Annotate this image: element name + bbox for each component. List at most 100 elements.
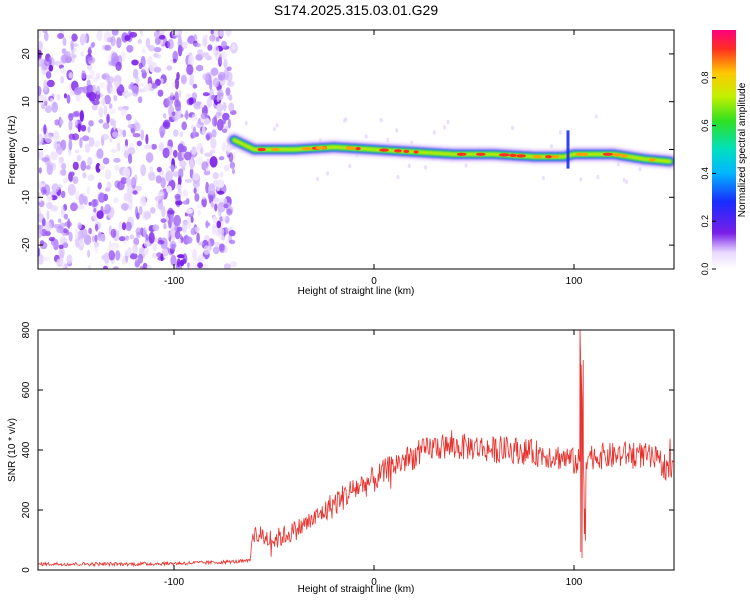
noise-speckle [110,148,118,153]
noise-speckle [87,264,92,269]
noise-speckle [66,254,73,265]
noise-speckle [139,265,144,269]
noise-speckle [39,241,48,250]
noise-speckle [51,101,58,113]
noise-speckle [187,55,195,68]
noise-speckle [218,243,225,251]
noise-speckle [195,64,204,72]
noise-speckle [87,156,93,166]
noise-speckle [118,236,126,242]
snr-series-line [38,330,674,568]
noise-speckle [88,201,92,206]
noise-speckle [58,158,62,168]
noise-speckle [135,227,142,236]
ridge-hot-spot [475,152,486,156]
noise-speckle [38,30,42,39]
stray-speckle [386,137,390,143]
noise-speckle [55,184,63,190]
noise-speckle [221,215,227,221]
spectrogram-y-tick-label: 10 [21,96,32,108]
stray-speckle [244,121,248,126]
stray-speckle [558,130,562,135]
noise-speckle [43,124,47,135]
snr-x-tick-label: 0 [371,577,377,588]
stray-speckle [594,114,598,119]
stray-speckle [549,144,553,149]
noise-speckle [111,52,119,65]
noise-speckle [210,138,217,149]
noise-speckle [166,185,172,193]
noise-speckle [103,252,109,264]
noise-speckle [63,213,68,220]
stray-speckle [596,174,600,180]
noise-speckle [186,217,192,230]
noise-speckle [123,206,128,211]
stray-speckle [326,171,330,176]
ridge-hot-spot [301,147,312,151]
noise-speckle [208,183,216,196]
noise-speckle [193,101,202,110]
noise-speckle [77,222,82,230]
noise-speckle [129,31,138,38]
noise-speckle [62,242,69,249]
noise-speckle [91,199,97,208]
noise-speckle [185,110,189,120]
noise-speckle [54,60,62,66]
noise-speckle [201,197,207,208]
noise-speckle [124,249,131,257]
noise-speckle [170,92,174,98]
noise-speckle [200,112,208,120]
noise-speckle [103,104,108,116]
noise-speckle [53,239,59,251]
stray-speckle [424,165,428,170]
noise-speckle [196,232,200,244]
noise-speckle [126,44,134,53]
noise-speckle [53,141,58,150]
noise-speckle [54,119,60,126]
noise-speckle [88,91,97,102]
ridge-hot-spot [413,150,419,154]
noise-speckle [177,143,184,153]
spectrogram-x-tick-label: 100 [566,276,583,287]
noise-speckle [171,164,175,173]
noise-speckle [169,240,177,250]
noise-speckle [46,161,54,171]
noise-speckle [92,99,100,106]
noise-speckle [61,260,66,269]
noise-speckle [117,180,125,191]
noise-speckle [194,193,200,202]
snr-y-axis-label: SNR (10 * v/v) [7,418,18,482]
noise-speckle [184,178,193,183]
noise-speckle [121,222,127,231]
noise-speckle [96,148,104,159]
noise-speckle [195,54,203,61]
noise-speckle [76,155,82,162]
noise-speckle [179,160,187,168]
noise-speckle [91,42,96,48]
noise-speckle [38,85,42,96]
noise-speckle [115,61,122,71]
noise-speckle [41,218,46,227]
noise-speckle [157,89,164,97]
spectrogram-y-tick-label: -20 [21,237,32,252]
noise-speckle [219,53,222,65]
noise-speckle [138,82,144,87]
noise-speckle [89,70,96,77]
snr-x-axis-label: Height of straight line (km) [298,584,415,595]
noise-speckle [210,94,217,101]
noise-speckle [185,236,193,244]
noise-speckle [38,224,44,229]
ridge-hot-spot [394,149,402,153]
spectrogram-x-tick-label: -100 [164,276,184,287]
noise-speckle [83,195,88,206]
ridge-hot-spot [621,154,628,158]
stray-speckle [464,163,468,168]
noise-speckle [209,156,218,168]
noise-speckle [70,202,78,212]
noise-speckle [38,134,42,143]
noise-speckle [192,126,197,139]
spectrogram-y-tick-label: 20 [21,48,32,60]
noise-speckle [101,97,106,106]
stray-speckle [316,176,319,182]
noise-speckle [156,252,163,258]
